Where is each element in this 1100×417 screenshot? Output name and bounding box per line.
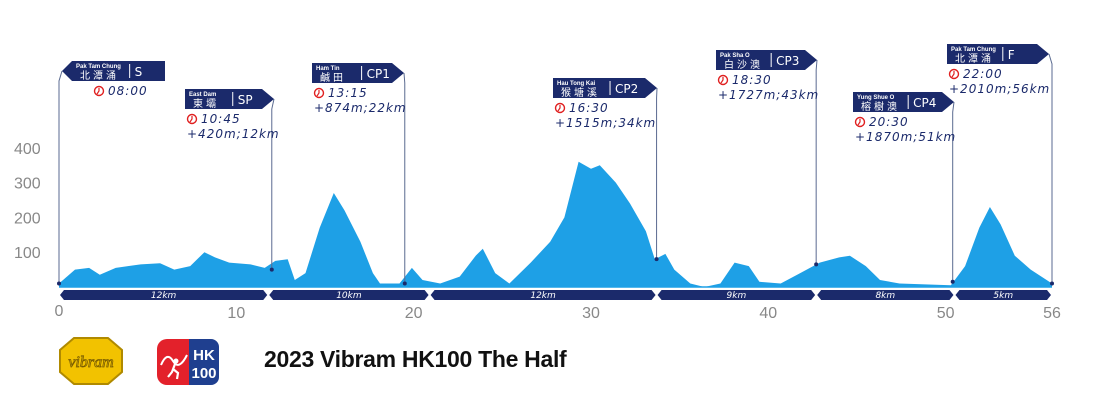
checkpoint-code: CP3: [776, 54, 799, 68]
race-title: 2023 Vibram HK100 The Half: [264, 346, 567, 372]
checkpoint-time: 22:00: [963, 67, 1003, 81]
clock-icon: [93, 85, 105, 97]
checkpoint-sign: [553, 78, 657, 98]
x-tick-label: 40: [759, 305, 777, 322]
checkpoint-gain: +1515m;34km: [555, 116, 656, 130]
clock-hand: [951, 71, 955, 78]
checkpoint-name-zh: 北潭涌: [955, 53, 994, 65]
segment-label: 12km: [151, 291, 177, 301]
segment-bar: [60, 290, 268, 300]
checkpoint-marker: [402, 281, 407, 286]
checkpoint-code: CP4: [913, 96, 936, 110]
x-tick-label: 50: [937, 305, 955, 322]
checkpoint-name-zh: 鹹田: [320, 71, 346, 84]
checkpoint-name-en: Ham Tin: [316, 66, 340, 72]
checkpoint-sign: [62, 61, 165, 81]
segment-bar: [817, 290, 954, 300]
y-tick-label: 100: [14, 245, 41, 262]
clock-icon: [717, 74, 729, 86]
x-tick-label: 0: [55, 303, 64, 320]
checkpoint-gain: +420m;12km: [187, 127, 280, 141]
checkpoint-leader-line: [58, 70, 63, 284]
clock-hand: [316, 90, 320, 97]
checkpoint-code: S: [135, 65, 143, 79]
y-tick-label: 400: [14, 141, 41, 158]
clock-icon: [186, 113, 198, 125]
checkpoint-name-zh: 白沙澳: [724, 58, 763, 71]
checkpoint-sign: [853, 92, 954, 112]
segment-bar: [657, 290, 816, 300]
checkpoint-marker: [269, 267, 274, 272]
checkpoint-sign: [716, 50, 817, 70]
checkpoint-time: 13:15: [328, 86, 368, 100]
checkpoint-leader-line: [815, 59, 818, 265]
hk100-logo: HK 100: [157, 339, 219, 385]
checkpoint-marker: [1050, 281, 1054, 286]
checkpoint-sign: [185, 89, 274, 109]
x-tick-label: 10: [227, 305, 245, 322]
checkpoint-gain: +874m;22km: [314, 101, 407, 115]
clock-icon: [313, 87, 325, 99]
checkpoint-name-zh: 北潭涌: [80, 70, 119, 82]
hk100-logo-bottom: 100: [191, 365, 216, 382]
clock-hand: [96, 88, 100, 95]
checkpoint-name-en: Yung Shue O: [857, 95, 895, 101]
y-tick-label: 200: [14, 210, 41, 227]
segment-label: 12km: [530, 291, 556, 301]
x-tick-label: 30: [582, 305, 600, 322]
checkpoint-leader-line: [952, 101, 955, 282]
checkpoint-marker: [57, 281, 61, 286]
checkpoint-code: CP2: [615, 82, 638, 96]
clock-icon: [554, 102, 566, 114]
checkpoint-name-zh: 榕樹澳: [861, 100, 900, 113]
checkpoint-leader-line: [403, 72, 406, 284]
checkpoint-sign: [312, 63, 404, 83]
checkpoint-gain: +2010m;56km: [949, 82, 1050, 96]
clock-icon: [948, 68, 960, 80]
checkpoint-code: F: [1008, 48, 1015, 62]
checkpoint-name-en: Pak Tam Chung: [76, 64, 121, 70]
checkpoint-time: 16:30: [569, 101, 609, 115]
segment-bar: [430, 290, 656, 300]
checkpoint-name-zh: 猴塘溪: [561, 86, 600, 99]
clock-hand: [720, 77, 724, 84]
checkpoint-name-en: Hau Tong Kai: [557, 81, 596, 87]
checkpoint-time: 08:00: [108, 84, 148, 98]
segment-bar: [955, 290, 1051, 300]
checkpoint-leader-line: [271, 98, 275, 270]
elevation-area: [59, 161, 1052, 287]
checkpoint-time: 20:30: [869, 115, 909, 129]
checkpoint-sign: [947, 44, 1049, 64]
checkpoint-name-en: Pak Tam Chung: [951, 47, 996, 53]
hk100-logo-top: HK: [193, 347, 215, 364]
checkpoint-gain: +1870m;51km: [855, 130, 956, 144]
checkpoint-name-en: East Dam: [189, 92, 216, 98]
segment-label: 10km: [336, 291, 362, 301]
segment-label: 5km: [993, 291, 1013, 301]
checkpoint-marker: [950, 279, 955, 284]
checkpoint-time: 18:30: [732, 73, 772, 87]
segment-bar: [269, 290, 429, 300]
x-tick-label: 56: [1043, 305, 1061, 322]
checkpoint-code: CP1: [367, 67, 390, 81]
checkpoint-name-zh: 東壩: [193, 97, 219, 110]
vibram-logo-text: vibram: [68, 354, 113, 371]
checkpoint-leader-line: [1048, 53, 1053, 284]
clock-hand: [857, 119, 861, 126]
checkpoint-marker: [654, 257, 659, 262]
segment-label: 9km: [727, 291, 747, 301]
checkpoint-name-en: Pak Sha O: [720, 53, 750, 59]
y-tick-label: 300: [14, 176, 41, 193]
vibram-logo: vibram: [58, 336, 124, 386]
checkpoint-marker: [814, 262, 819, 267]
segment-label: 8km: [875, 291, 895, 301]
clock-icon: [854, 116, 866, 128]
checkpoint-gain: +1727m;43km: [718, 88, 819, 102]
clock-hand: [557, 105, 561, 112]
clock-hand: [189, 116, 193, 123]
x-tick-label: 20: [405, 305, 423, 322]
checkpoint-time: 10:45: [201, 112, 241, 126]
checkpoint-code: SP: [238, 93, 253, 107]
